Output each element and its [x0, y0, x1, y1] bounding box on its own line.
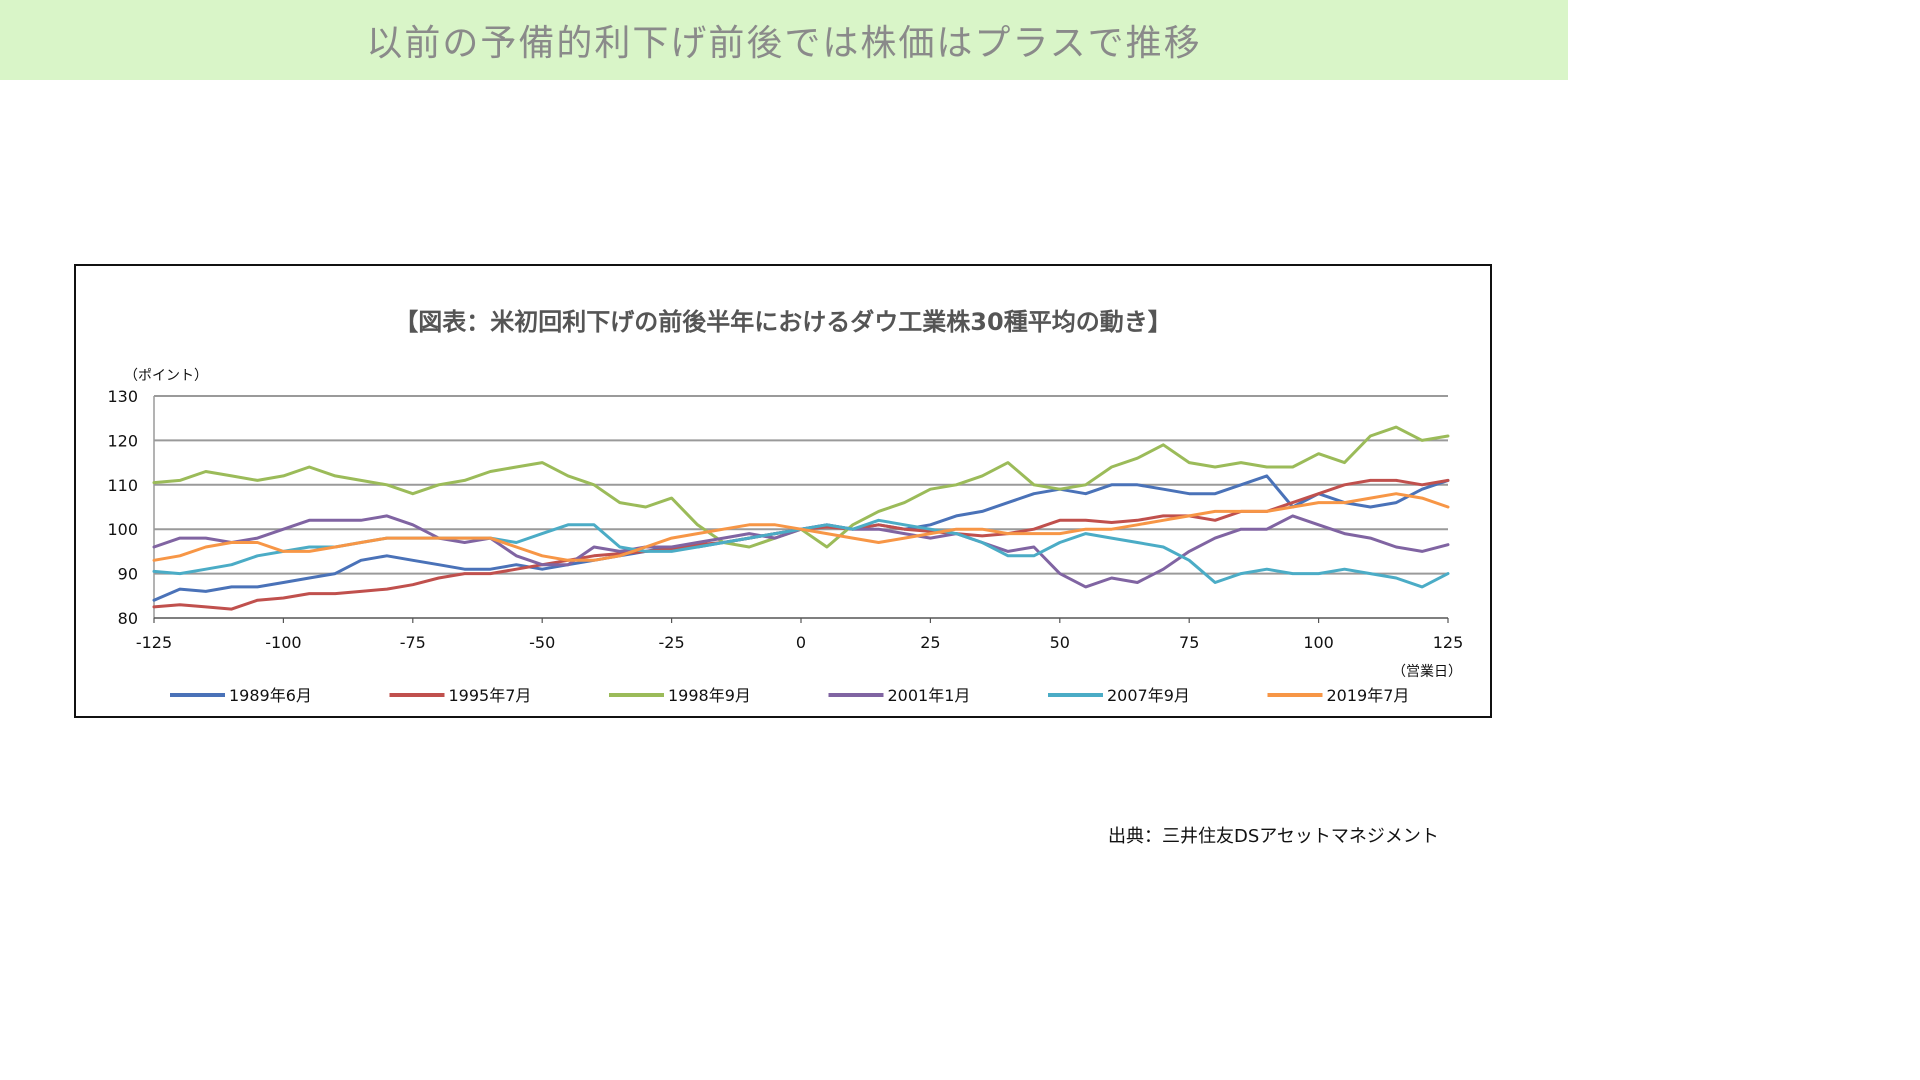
- x-tick-label: -75: [400, 633, 426, 652]
- y-tick-label: 100: [107, 520, 138, 539]
- legend-label: 1995年7月: [449, 686, 532, 705]
- legend-label: 1989年6月: [229, 686, 312, 705]
- x-tick-label: 25: [920, 633, 940, 652]
- y-axis-label: （ポイント）: [124, 368, 208, 384]
- line-chart: 80 90 100 110 120 130 -125 -100 -75 -50 -25 0 25 50 75…: [107, 368, 1464, 705]
- chart-frame: 【図表：米初回利下げの前後半年におけるダウ工業株30種平均の動き】 80 90 10…: [74, 264, 1492, 718]
- series-line-4: [152, 514, 1450, 589]
- x-tick-label: -125: [136, 633, 172, 652]
- legend-label: 2007年9月: [1107, 686, 1190, 705]
- x-tick-label: -25: [659, 633, 685, 652]
- y-tick-label: 130: [107, 387, 138, 406]
- x-tick-label: 50: [1050, 633, 1070, 652]
- x-tick-label: 100: [1303, 633, 1334, 652]
- title-banner: 以前の予備的利下げ前後では株価はプラスで推移: [0, 0, 1568, 80]
- x-tick-label: 75: [1179, 633, 1199, 652]
- y-tick-label: 80: [118, 609, 138, 628]
- page-title: 以前の予備的利下げ前後では株価はプラスで推移: [366, 23, 1202, 64]
- x-tick-label: 125: [1433, 633, 1464, 652]
- legend-label: 2019年7月: [1327, 686, 1410, 705]
- y-tick-label: 120: [107, 431, 138, 450]
- source-note: 出典：三井住友DSアセットマネジメント: [1108, 826, 1439, 847]
- x-axis-label: （営業日）: [1392, 664, 1462, 680]
- legend-label: 1998年9月: [668, 686, 751, 705]
- x-tick-label: -100: [265, 633, 301, 652]
- series-line-6: [152, 492, 1450, 562]
- series-line-1: [152, 474, 1450, 602]
- x-tick-label: -50: [529, 633, 555, 652]
- legend-label: 2001年1月: [888, 686, 971, 705]
- x-tick-label: 0: [796, 633, 806, 652]
- y-tick-label: 90: [118, 565, 138, 584]
- chart-title: 【図表：米初回利下げの前後半年におけるダウ工業株30種平均の動き】: [394, 308, 1172, 336]
- y-tick-label: 110: [107, 476, 138, 495]
